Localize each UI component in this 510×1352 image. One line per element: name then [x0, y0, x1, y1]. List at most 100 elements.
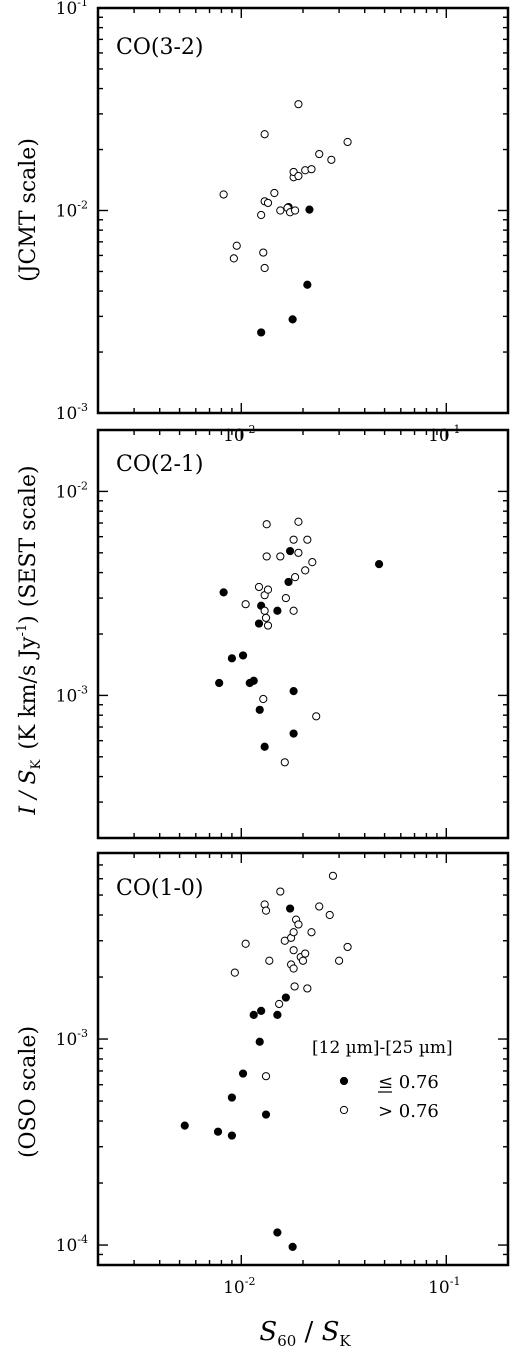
y-tick-label: 10-3	[56, 683, 88, 706]
data-point-filled	[213, 1127, 223, 1136]
xlabel-den: S	[322, 1317, 340, 1347]
legend-open-marker	[339, 1105, 349, 1115]
y-tick-label: 10-1	[56, 0, 88, 19]
panel-co10-title: CO(1-0)	[116, 876, 203, 901]
y-tick-label-base: 10	[56, 1030, 78, 1050]
data-point-open	[259, 694, 268, 704]
ylabel-main-sub: K	[29, 759, 44, 769]
data-point-open	[327, 155, 336, 164]
y-tick-label-exp: -2	[77, 199, 88, 212]
y-tick-label-base: 10	[56, 202, 78, 222]
data-point-open	[270, 188, 279, 198]
panel-co10-points	[180, 871, 352, 1251]
panel-co10-ticks	[97, 852, 509, 1266]
data-point-open	[289, 946, 298, 955]
data-point-open	[294, 920, 303, 929]
legend-title: [12 µm]-[25 µm]	[312, 1038, 453, 1058]
data-point-open	[290, 982, 299, 991]
legend-open-label: > 0.76	[378, 1101, 439, 1122]
data-point-open	[257, 210, 266, 220]
data-point-filled	[260, 742, 269, 751]
data-point-filled	[289, 686, 298, 696]
data-point-filled	[289, 729, 298, 738]
data-point-open	[260, 130, 269, 139]
y-tick-label-exp: -3	[77, 683, 88, 696]
data-point-filled	[227, 1093, 237, 1102]
data-point-filled	[288, 315, 297, 324]
y-tick-label-exp: -3	[77, 401, 88, 414]
data-point-filled	[285, 904, 295, 913]
panel-co10-ticklabels: 10-410-310-2 10-1	[56, 1027, 461, 1298]
y-tick-label-base: 10	[56, 1236, 78, 1256]
legend-filled-marker	[339, 1076, 349, 1086]
data-point-filled	[219, 588, 228, 597]
panel-co32: CO(3-2) 10-310-210-110-2 10-1	[56, 0, 510, 446]
data-point-open	[241, 600, 250, 609]
panel-co21-ticks	[97, 429, 509, 839]
data-point-open	[260, 606, 269, 615]
data-point-filled	[255, 1037, 264, 1046]
data-point-filled	[238, 1069, 248, 1078]
x-tick-label: 10-1	[428, 1275, 460, 1298]
data-point-open	[289, 928, 298, 937]
y-tick-label-exp: -4	[77, 1233, 88, 1246]
ylabel-units-sup: -1	[15, 624, 30, 637]
data-point-open	[260, 263, 269, 273]
data-point-open	[232, 241, 241, 250]
data-point-open	[261, 1072, 271, 1081]
data-point-open	[275, 999, 284, 1009]
data-point-filled	[305, 205, 314, 214]
data-point-filled	[273, 606, 282, 615]
data-point-filled	[227, 654, 237, 663]
x-tick-label: 10-2	[223, 1275, 255, 1298]
data-point-open	[303, 535, 312, 544]
data-point-open	[301, 949, 310, 958]
data-point-filled	[374, 560, 384, 569]
xlabel-sep: /	[296, 1317, 321, 1347]
legend-filled-label: ≤ 0.76	[378, 1072, 439, 1093]
data-point-open	[229, 254, 238, 263]
data-point-open	[303, 984, 312, 993]
data-point-open	[219, 190, 228, 199]
data-point-filled	[261, 1110, 271, 1119]
x-tick-label: 10-1	[428, 423, 460, 446]
data-point-filled	[180, 1121, 189, 1130]
panel-co21-title: CO(2-1)	[116, 452, 203, 477]
data-point-filled	[249, 676, 258, 685]
data-point-open	[289, 535, 298, 544]
data-point-open	[294, 517, 303, 526]
data-point-filled	[273, 1010, 282, 1019]
x-tick-label: 10-2	[223, 423, 255, 446]
data-point-open	[307, 165, 316, 174]
x-tick-label-exp: -2	[245, 1275, 256, 1288]
panel-co32-ticklabels: 10-310-210-110-2 10-1	[56, 0, 461, 446]
x-axis-label: S60 / SK	[259, 1317, 351, 1350]
data-point-open	[281, 593, 290, 603]
x-tick-label-exp: -1	[450, 1275, 461, 1288]
ylabel-mid-scale: (SEST scale)	[16, 465, 41, 607]
panel-co10-frame	[96, 851, 510, 1267]
xlabel-num-sub: 60	[277, 1332, 296, 1350]
data-point-filled	[255, 705, 264, 714]
data-point-open	[289, 606, 298, 615]
data-point-filled	[215, 678, 224, 688]
data-point-filled	[257, 1006, 266, 1015]
data-point-open	[343, 137, 352, 147]
ylabel-top-scale: (JCMT scale)	[16, 138, 41, 282]
data-point-open	[301, 566, 310, 575]
panel-co10: CO(1-0) 10-410-310-2 10-1	[56, 851, 510, 1298]
legend: [12 µm]-[25 µm] ≤ 0.76 > 0.76	[312, 1038, 453, 1122]
ylabel-middle: I / SK (K km/s Jy-1) (SEST scale)	[15, 465, 44, 815]
data-point-open	[259, 248, 268, 257]
y-tick-label: 10-4	[56, 1233, 88, 1256]
y-tick-label: 10-3	[56, 1027, 88, 1050]
data-point-open	[294, 100, 303, 109]
data-point-filled	[281, 993, 290, 1002]
data-point-open	[294, 548, 303, 557]
data-point-open	[343, 942, 352, 952]
data-point-open	[262, 520, 271, 529]
panel-co21-frame	[96, 428, 510, 840]
data-point-filled	[238, 651, 248, 660]
y-axis-label: (JCMT scale) I / SK (K km/s Jy-1) (SEST sc…	[15, 138, 44, 1158]
